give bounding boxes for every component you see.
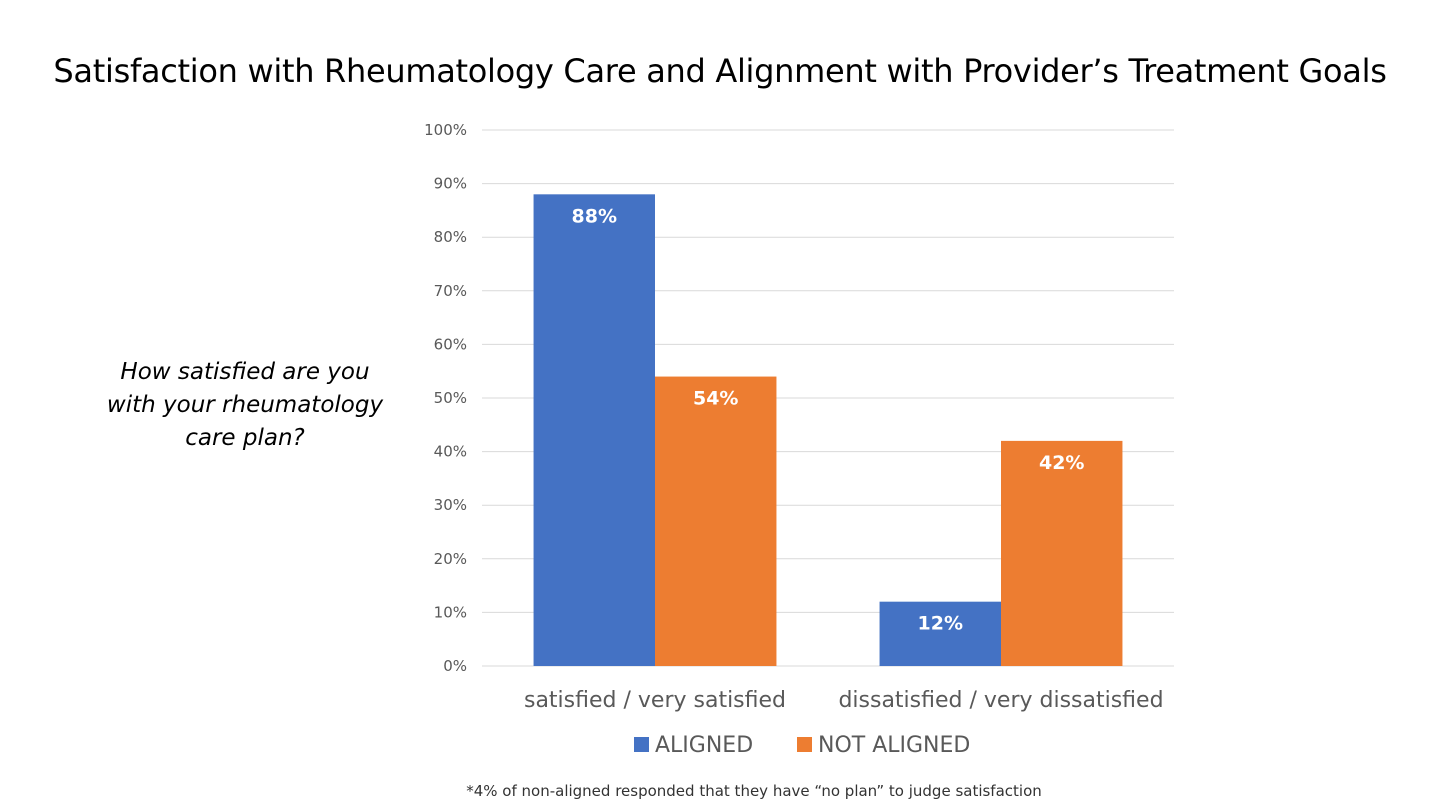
y-tick-label: 20% [434,550,467,568]
bar-aligned [879,601,1001,666]
chart-title: Satisfaction with Rheumatology Care and … [53,52,1387,90]
survey-question: How satisfied are you with your rheumato… [106,359,384,451]
y-tick-label: 0% [443,657,467,675]
legend-swatch-aligned [634,737,649,752]
y-tick-label: 100% [424,121,467,139]
bar-aligned [533,194,655,666]
data-label: 42% [1039,452,1084,474]
y-tick-label: 70% [434,282,467,300]
y-tick-label: 50% [434,389,467,407]
bar-not-aligned [655,376,777,666]
y-tick-label: 10% [434,603,467,621]
y-axis-ticks: 0% 10% 20% 30% 40% 50% 60% 70% 80% 90% 100% [424,121,467,675]
x-axis-labels: satisfied / very satisfied dissatisfied /… [524,688,1164,713]
y-tick-label: 40% [434,443,467,461]
footnote: *4% of non-aligned responded that they h… [466,782,1042,800]
data-label: 54% [693,388,738,410]
legend-label: NOT ALIGNED [818,733,970,758]
data-label: 88% [572,205,617,227]
y-tick-label: 30% [434,496,467,514]
bars: 88% 54% 12% 42% [533,194,1123,666]
y-tick-label: 80% [434,228,467,246]
legend: ALIGNED NOT ALIGNED [634,733,970,758]
legend-label: ALIGNED [655,733,753,758]
y-tick-label: 90% [434,175,467,193]
x-category-label: satisfied / very satisfied [524,688,786,713]
data-label: 12% [918,613,963,635]
bar-not-aligned [1001,440,1123,666]
legend-swatch-not-aligned [797,737,812,752]
y-tick-label: 60% [434,335,467,353]
x-category-label: dissatisfied / very dissatisfied [838,688,1163,713]
